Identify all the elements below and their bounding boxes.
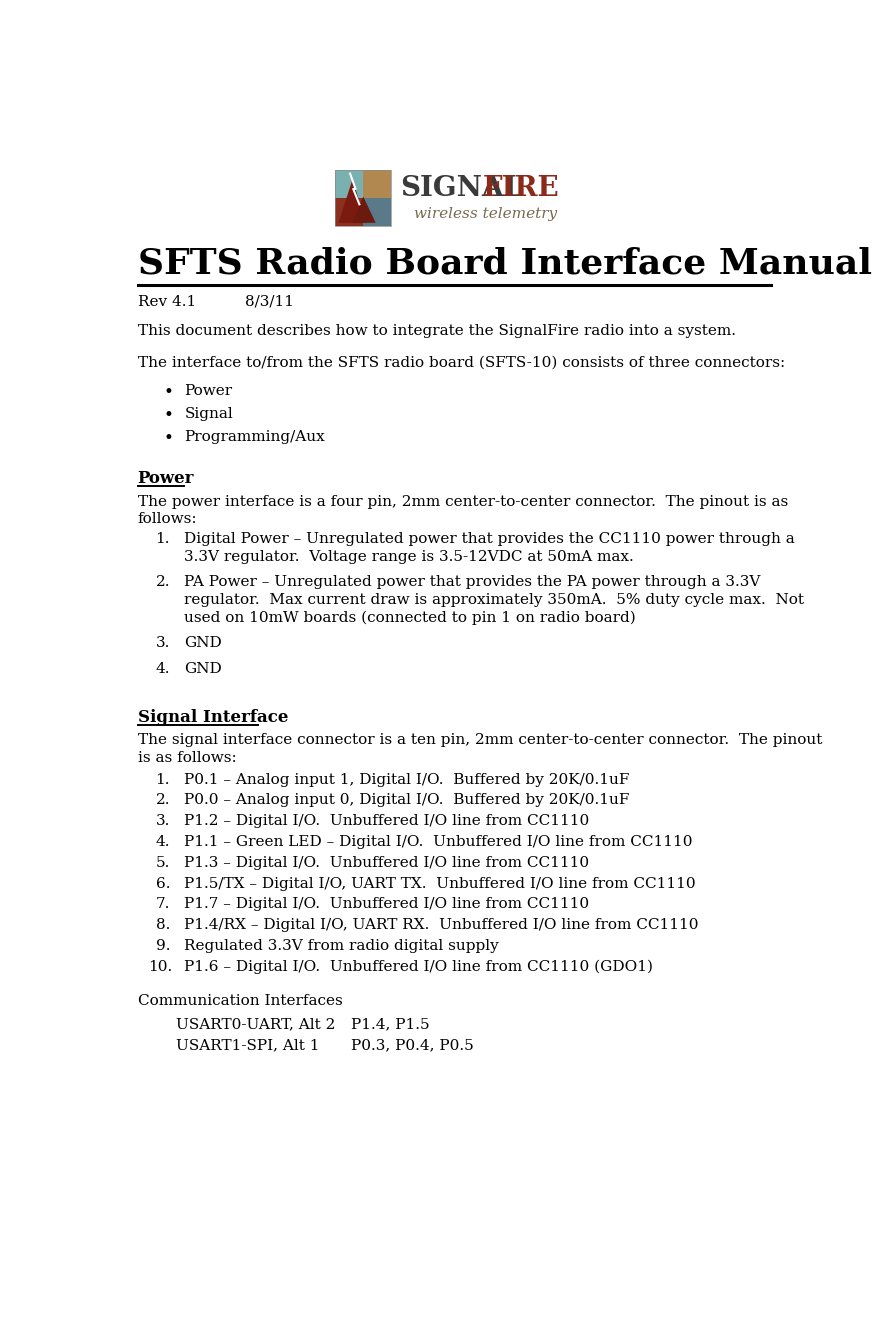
Text: Power: Power: [138, 471, 194, 487]
Text: •: •: [164, 384, 173, 401]
Text: 6.: 6.: [156, 877, 170, 890]
Text: Regulated 3.3V from radio digital supply: Regulated 3.3V from radio digital supply: [184, 939, 499, 953]
Text: 8.: 8.: [156, 919, 170, 932]
Text: P0.1 – Analog input 1, Digital I/O.  Buffered by 20K/0.1uF: P0.1 – Analog input 1, Digital I/O. Buff…: [184, 773, 629, 786]
Text: This document describes how to integrate the SignalFire radio into a system.: This document describes how to integrate…: [138, 324, 735, 338]
Text: 2.: 2.: [156, 793, 170, 808]
Text: 1.: 1.: [156, 773, 170, 786]
Text: GND: GND: [184, 636, 222, 650]
Text: FIRE: FIRE: [482, 175, 559, 202]
Text: Communication Interfaces: Communication Interfaces: [138, 995, 342, 1008]
Text: P1.1 – Green LED – Digital I/O.  Unbuffered I/O line from CC1110: P1.1 – Green LED – Digital I/O. Unbuffer…: [184, 836, 693, 849]
Text: wireless telemetry: wireless telemetry: [414, 207, 558, 221]
Text: 7.: 7.: [156, 897, 170, 912]
Bar: [335, 198, 363, 226]
Text: PA Power – Unregulated power that provides the PA power through a 3.3V: PA Power – Unregulated power that provid…: [184, 575, 760, 590]
Polygon shape: [338, 179, 366, 223]
Text: Signal: Signal: [184, 406, 233, 421]
Text: Signal Interface: Signal Interface: [138, 709, 289, 726]
Text: GND: GND: [184, 662, 222, 675]
Text: 3.: 3.: [156, 814, 170, 828]
Text: 4.: 4.: [156, 662, 170, 675]
Bar: [335, 170, 363, 198]
Text: P1.5/TX – Digital I/O, UART TX.  Unbuffered I/O line from CC1110: P1.5/TX – Digital I/O, UART TX. Unbuffer…: [184, 877, 696, 890]
Text: •: •: [164, 406, 173, 424]
Text: Rev 4.1          8/3/11: Rev 4.1 8/3/11: [138, 294, 294, 309]
Text: 1.: 1.: [156, 532, 170, 547]
Text: USART0-UART, Alt 2: USART0-UART, Alt 2: [176, 1017, 336, 1031]
Polygon shape: [352, 197, 375, 223]
Text: P1.6 – Digital I/O.  Unbuffered I/O line from CC1110 (GDO1): P1.6 – Digital I/O. Unbuffered I/O line …: [184, 960, 653, 975]
Text: 10.: 10.: [148, 960, 172, 973]
Text: USART1-SPI, Alt 1: USART1-SPI, Alt 1: [176, 1039, 320, 1052]
Bar: [363, 198, 391, 226]
Text: used on 10mW boards (connected to pin 1 on radio board): used on 10mW boards (connected to pin 1 …: [184, 611, 636, 626]
Text: P0.0 – Analog input 0, Digital I/O.  Buffered by 20K/0.1uF: P0.0 – Analog input 0, Digital I/O. Buff…: [184, 793, 629, 808]
Text: P0.3, P0.4, P0.5: P0.3, P0.4, P0.5: [350, 1039, 473, 1052]
Text: The signal interface connector is a ten pin, 2mm center-to-center connector.  Th: The signal interface connector is a ten …: [138, 733, 822, 747]
Bar: [335, 170, 391, 226]
Text: The interface to/from the SFTS radio board (SFTS-10) consists of three connector: The interface to/from the SFTS radio boa…: [138, 356, 785, 370]
Text: 3.: 3.: [156, 636, 170, 650]
Text: The power interface is a four pin, 2mm center-to-center connector.  The pinout i: The power interface is a four pin, 2mm c…: [138, 495, 788, 508]
Text: 4.: 4.: [156, 836, 170, 849]
Text: Programming/Aux: Programming/Aux: [184, 431, 325, 444]
Text: regulator.  Max current draw is approximately 350mA.  5% duty cycle max.  Not: regulator. Max current draw is approxima…: [184, 594, 804, 607]
Text: Power: Power: [184, 384, 233, 397]
Text: 3.3V regulator.  Voltage range is 3.5-12VDC at 50mA max.: 3.3V regulator. Voltage range is 3.5-12V…: [184, 550, 634, 564]
Text: 2.: 2.: [156, 575, 170, 590]
Text: is as follows:: is as follows:: [138, 751, 236, 765]
Text: P1.2 – Digital I/O.  Unbuffered I/O line from CC1110: P1.2 – Digital I/O. Unbuffered I/O line …: [184, 814, 589, 828]
Text: P1.3 – Digital I/O.  Unbuffered I/O line from CC1110: P1.3 – Digital I/O. Unbuffered I/O line …: [184, 856, 589, 870]
Text: P1.4, P1.5: P1.4, P1.5: [350, 1017, 429, 1031]
Text: SFTS Radio Board Interface Manual: SFTS Radio Board Interface Manual: [138, 247, 872, 281]
Text: P1.4/RX – Digital I/O, UART RX.  Unbuffered I/O line from CC1110: P1.4/RX – Digital I/O, UART RX. Unbuffer…: [184, 919, 699, 932]
Text: Digital Power – Unregulated power that provides the CC1110 power through a: Digital Power – Unregulated power that p…: [184, 532, 795, 547]
Text: •: •: [164, 431, 173, 447]
Text: SIGNAL: SIGNAL: [401, 175, 524, 202]
Text: 5.: 5.: [156, 856, 170, 870]
Text: follows:: follows:: [138, 512, 197, 527]
Text: P1.7 – Digital I/O.  Unbuffered I/O line from CC1110: P1.7 – Digital I/O. Unbuffered I/O line …: [184, 897, 589, 912]
Text: 9.: 9.: [156, 939, 170, 953]
Bar: [363, 170, 391, 198]
